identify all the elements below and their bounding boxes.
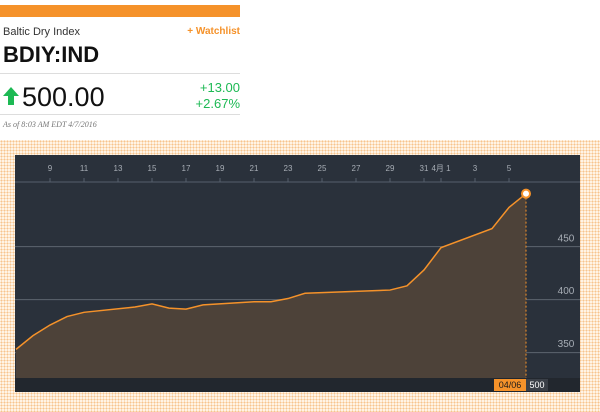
top-bar (0, 5, 240, 17)
x-tick-label: 5 (507, 164, 512, 173)
x-tick-label: 13 (114, 164, 123, 173)
x-tick-label: 31 (420, 164, 429, 173)
x-tick-label: 27 (352, 164, 361, 173)
x-tick-label: 21 (250, 164, 259, 173)
index-name: Baltic Dry Index (3, 26, 81, 38)
change: +13.00 (199, 80, 240, 95)
up-arrow (3, 87, 19, 105)
change-percent: +2.67% (195, 96, 240, 111)
divider (0, 73, 240, 74)
line (15, 193, 527, 350)
price: 500.00 (22, 82, 105, 112)
last-point (521, 188, 531, 199)
y-tick-label: 350 (558, 339, 575, 350)
divider (0, 114, 240, 115)
x-tick-label: 4月 1 (431, 164, 451, 173)
value-badge (526, 379, 548, 391)
x-tick-label: 17 (182, 164, 191, 173)
value-label: 500 (529, 380, 544, 390)
x-tick-label: 19 (216, 164, 225, 173)
timestamp: As of 8:03 AM EDT 4/7/2016 (3, 120, 97, 129)
x-tick-label: 9 (48, 164, 53, 173)
x-tick-label: 29 (386, 164, 395, 173)
area-fill (16, 193, 526, 378)
y-tick-label: 400 (558, 286, 575, 297)
x-tick-label: 23 (284, 164, 293, 173)
watchlist-button[interactable]: + Watchlist (187, 26, 240, 37)
date-badge (494, 379, 526, 391)
date-label: 04/06 (499, 380, 522, 390)
x-tick-label: 11 (80, 164, 89, 173)
chart-footer (15, 378, 580, 392)
y-tick-label: 450 (558, 233, 575, 244)
x-tick-label: 25 (318, 164, 327, 173)
x-tick-label: 15 (148, 164, 157, 173)
x-tick-label: 3 (473, 164, 478, 173)
ticker: BDIY:IND (3, 42, 100, 67)
